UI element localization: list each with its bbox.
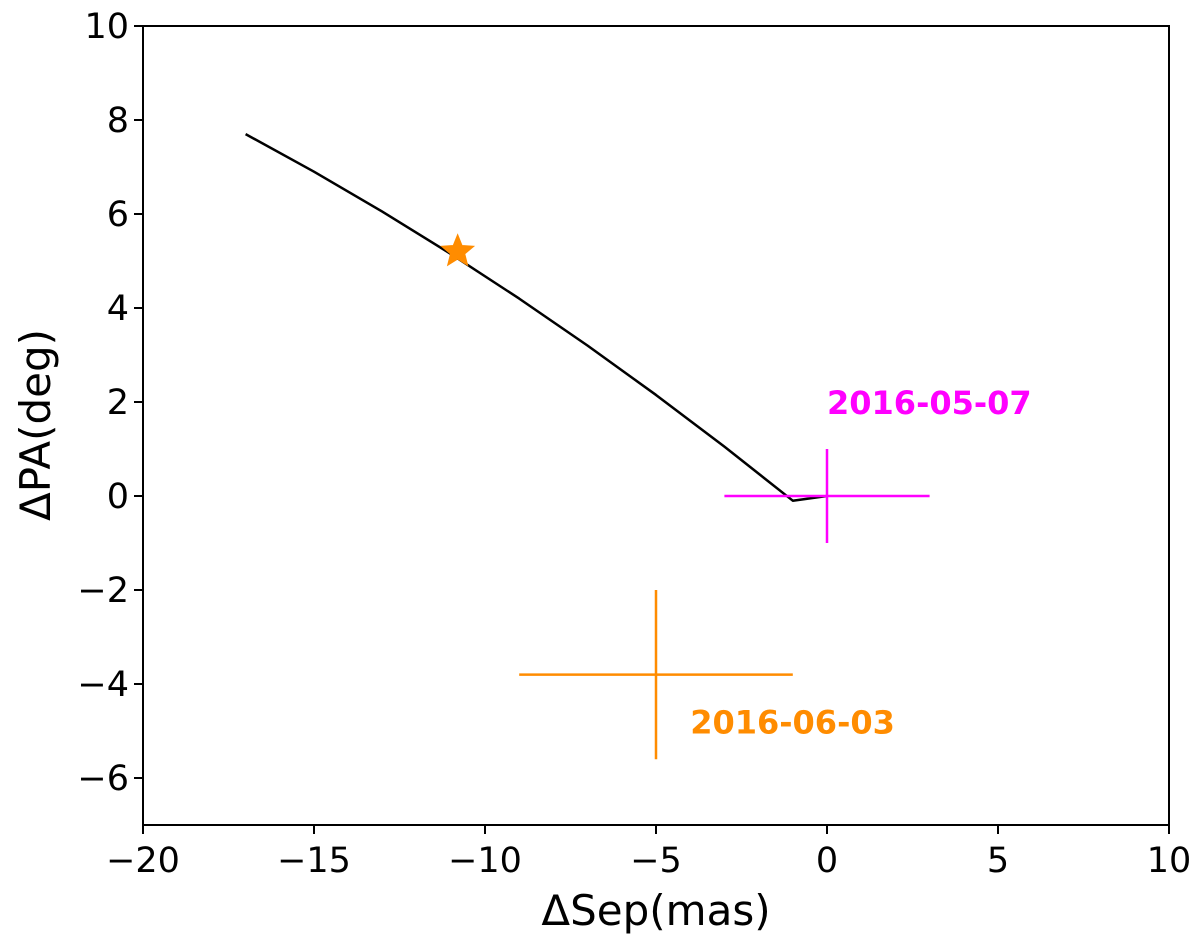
y-tick-label: 8 [107, 101, 129, 141]
y-tick-label: 10 [84, 7, 129, 47]
y-tick-label: −6 [77, 759, 129, 799]
model-track-line [244, 133, 828, 502]
x-tick-label: −5 [630, 841, 682, 881]
plot-frame [142, 25, 1170, 826]
x-tick-label: 10 [1147, 841, 1192, 881]
y-tick-label: 0 [107, 477, 129, 517]
y-ticks: −6 −4 −2 0 2 4 6 8 10 [77, 7, 143, 799]
date-annotation: 2016-05-07 [827, 384, 1032, 422]
y-tick-label: −4 [77, 665, 129, 705]
date-annotation: 2016-06-03 [690, 704, 895, 742]
y-tick-label: 2 [107, 383, 129, 423]
x-tick-label: −15 [277, 841, 351, 881]
x-tick-label: −10 [448, 841, 522, 881]
annotations: 2016-05-07 2016-06-03 [690, 384, 1031, 742]
x-axis-label: ΔSep(mas) [541, 886, 770, 935]
y-tick-label: 6 [107, 195, 129, 235]
y-axis-label: ΔPA(deg) [11, 329, 60, 521]
star-marker [440, 233, 476, 267]
y-tick-label: 4 [107, 289, 129, 329]
x-tick-label: 0 [816, 841, 838, 881]
x-ticks: −20 −15 −10 −5 0 5 10 [106, 825, 1191, 881]
series-layer [244, 133, 930, 760]
y-tick-label: −2 [77, 571, 129, 611]
x-tick-label: −20 [106, 841, 180, 881]
x-tick-label: 5 [987, 841, 1009, 881]
